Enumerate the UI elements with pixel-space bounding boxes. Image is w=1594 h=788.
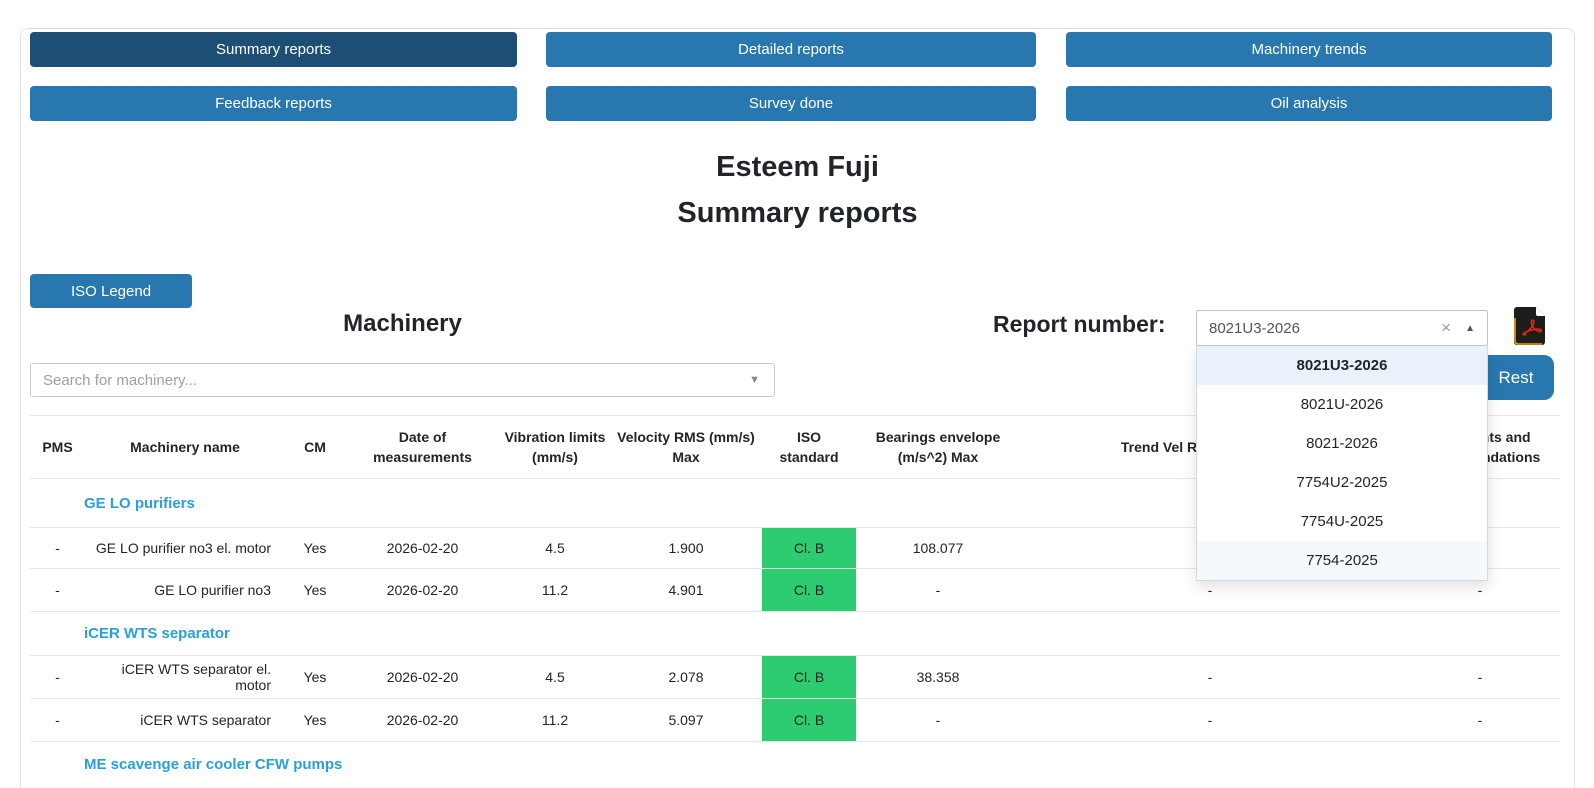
nav-survey-done[interactable]: Survey done [546, 86, 1036, 121]
group-row: GE LO purifiers [30, 478, 1560, 528]
cell-iso-standard: Cl. B [762, 568, 856, 612]
cell-date: 2026-02-20 [386, 712, 459, 728]
cell-cm: Yes [303, 582, 327, 598]
report-option[interactable]: 7754-2025 [1197, 541, 1487, 580]
cell-pms: - [55, 540, 60, 556]
col-header-cm: CM [304, 439, 326, 455]
cell-machinery-name: GE LO purifier no3 [154, 582, 271, 598]
cell-comments: - [1477, 669, 1483, 685]
cell-iso-standard: Cl. B [762, 655, 856, 699]
report-number-select[interactable]: 8021U3-2026 × ▲ [1196, 310, 1488, 346]
cell-trend-vel: - [1207, 582, 1213, 598]
nav-oil-analysis[interactable]: Oil analysis [1066, 86, 1552, 121]
cell-bearings-envelope: 108.077 [912, 540, 964, 556]
cell-vibration-limit: 11.2 [541, 712, 569, 728]
cell-bearings-envelope: - [935, 582, 941, 598]
table-row: - iCER WTS separator Yes 2026-02-20 11.2… [30, 698, 1560, 742]
cell-iso-standard: Cl. B [762, 527, 856, 569]
cell-date: 2026-02-20 [386, 540, 459, 556]
cell-machinery-name: GE LO purifier no3 el. motor [95, 540, 271, 556]
cell-pms: - [55, 712, 60, 728]
col-header-machinery-name: Machinery name [130, 439, 240, 455]
col-header-bearings-envelope: Bearings envelope (m/s^2) Max [875, 429, 1001, 465]
table-row: - GE LO purifier no3 Yes 2026-02-20 11.2… [30, 568, 1560, 612]
report-number-label: Report number: [993, 311, 1166, 337]
cell-machinery-name: iCER WTS separator el. motor [121, 661, 271, 693]
cell-cm: Yes [303, 712, 327, 728]
group-link-me-scavenge-air-cooler-cfw-pumps[interactable]: ME scavenge air cooler CFW pumps [84, 756, 343, 773]
machinery-heading: Machinery [343, 310, 462, 337]
caret-up-icon[interactable]: ▲ [1465, 322, 1475, 334]
chevron-down-icon[interactable]: ▼ [749, 374, 760, 386]
iso-legend-button[interactable]: ISO Legend [30, 274, 192, 308]
report-number-dropdown: 8021U3-2026 8021U-2026 8021-2026 7754U2-… [1196, 346, 1488, 581]
cell-date: 2026-02-20 [386, 669, 459, 685]
cell-pms: - [55, 582, 60, 598]
report-option[interactable]: 8021U-2026 [1197, 385, 1487, 424]
cell-vibration-limit: 4.5 [545, 669, 565, 685]
group-link-icer-wts-separator[interactable]: iCER WTS separator [84, 625, 230, 642]
clear-icon[interactable]: × [1441, 318, 1452, 337]
nav-feedback-reports[interactable]: Feedback reports [30, 86, 517, 121]
nav-machinery-trends[interactable]: Machinery trends [1066, 32, 1552, 67]
cell-bearings-envelope: 38.358 [916, 669, 960, 685]
summary-table: PMS Machinery name CM Date of measuremen… [30, 415, 1560, 788]
pdf-export-icon[interactable] [1513, 306, 1547, 346]
group-link-ge-lo-purifiers[interactable]: GE LO purifiers [84, 494, 195, 512]
col-header-iso-standard: ISO standard [779, 429, 839, 465]
cell-iso-standard: Cl. B [762, 698, 856, 742]
nav-detailed-reports[interactable]: Detailed reports [546, 32, 1036, 67]
cell-pms: - [55, 669, 60, 685]
pdf-file-glyph [1514, 307, 1545, 345]
cell-cm: Yes [303, 669, 327, 685]
cell-cm: Yes [303, 540, 327, 556]
group-row: ME scavenge air cooler CFW pumps [30, 741, 1560, 788]
cell-trend-vel: - [1207, 669, 1213, 685]
table-row: - iCER WTS separator el. motor Yes 2026-… [30, 655, 1560, 699]
report-number-value: 8021U3-2026 [1209, 319, 1300, 337]
page-title: Summary reports [677, 197, 918, 229]
col-header-date: Date of measurements [373, 429, 472, 465]
cell-machinery-name: iCER WTS separator [140, 712, 271, 728]
cell-trend-vel: - [1207, 712, 1213, 728]
cell-vibration-limit: 4.5 [545, 540, 565, 556]
group-row: iCER WTS separator [30, 611, 1560, 656]
report-option[interactable]: 7754U-2025 [1197, 502, 1487, 541]
machinery-search-select[interactable]: ▼ [30, 363, 775, 397]
cell-velocity-rms: 2.078 [668, 669, 704, 685]
machinery-search-input[interactable] [43, 371, 750, 389]
cell-velocity-rms: 5.097 [668, 712, 704, 728]
cell-velocity-rms: 4.901 [668, 582, 704, 598]
vessel-title: Esteem Fuji [716, 151, 879, 183]
cell-comments: - [1477, 712, 1483, 728]
col-header-pms: PMS [42, 439, 73, 455]
table-row: - GE LO purifier no3 el. motor Yes 2026-… [30, 527, 1560, 569]
report-option[interactable]: 7754U2-2025 [1197, 463, 1487, 502]
cell-velocity-rms: 1.900 [668, 540, 704, 556]
col-header-velocity-rms: Velocity RMS (mm/s) Max [617, 429, 755, 465]
cell-date: 2026-02-20 [386, 582, 459, 598]
reset-button[interactable]: Rest [1478, 355, 1554, 400]
cell-comments: - [1477, 582, 1483, 598]
nav-summary-reports[interactable]: Summary reports [30, 32, 517, 67]
report-option[interactable]: 8021U3-2026 [1197, 346, 1487, 385]
cell-bearings-envelope: - [935, 712, 941, 728]
cell-vibration-limit: 11.2 [541, 582, 569, 598]
report-option[interactable]: 8021-2026 [1197, 424, 1487, 463]
col-header-vibration-limits: Vibration limits (mm/s) [504, 429, 606, 465]
